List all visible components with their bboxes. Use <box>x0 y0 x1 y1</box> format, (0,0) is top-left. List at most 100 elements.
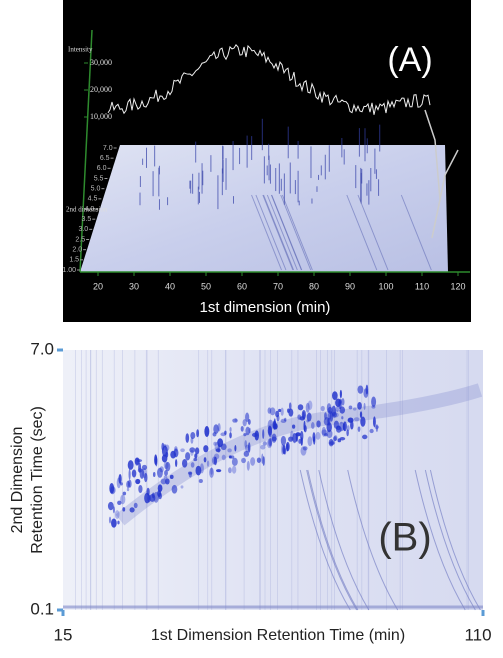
spot <box>280 435 287 446</box>
streak <box>280 194 312 271</box>
spot <box>244 440 247 448</box>
spot <box>332 391 338 401</box>
spot <box>108 516 112 524</box>
panel-b: 0.1 7.0 15 110 1st Dimension Retention Time … <box>9 339 491 644</box>
spot <box>189 447 196 453</box>
spot <box>175 459 178 467</box>
spot <box>126 487 130 492</box>
streak <box>318 469 370 611</box>
spot <box>170 450 177 459</box>
spot <box>174 446 178 452</box>
y-axis-label: 2nd dimension <box>66 206 108 214</box>
spot <box>288 436 294 442</box>
y-tick-label: 7.0 <box>103 145 113 152</box>
spot <box>291 424 296 429</box>
spot <box>229 427 232 432</box>
spot <box>331 405 337 417</box>
spot <box>141 464 148 471</box>
streak <box>262 194 294 271</box>
spot <box>142 467 147 479</box>
spot <box>357 401 362 410</box>
spot <box>247 419 251 425</box>
spot <box>194 453 198 459</box>
x-tick-label: 110 <box>415 281 429 291</box>
spot <box>227 448 232 453</box>
spot <box>328 438 334 447</box>
spot <box>243 450 250 457</box>
spot <box>302 446 308 451</box>
spot <box>131 469 137 478</box>
spot <box>221 454 226 461</box>
spot <box>157 467 163 478</box>
spot <box>359 411 363 419</box>
side-trace <box>424 109 459 239</box>
spot <box>280 418 287 423</box>
spot <box>339 389 342 399</box>
spot <box>353 417 360 422</box>
y-tick-label: 2.0 <box>72 247 82 254</box>
spot <box>315 431 321 440</box>
spot <box>154 454 158 466</box>
intensity-trace <box>107 43 431 115</box>
spot <box>190 431 196 440</box>
spot <box>109 482 115 494</box>
panel-a: 20 30 40 50 60 70 80 90 100 110 120 1.00 1.5 2.0 2.5 3.… <box>62 41 465 316</box>
spot <box>288 408 294 417</box>
spot <box>158 492 163 500</box>
spot <box>337 438 342 443</box>
spot <box>341 398 345 406</box>
streak <box>251 194 282 271</box>
spot <box>114 510 120 519</box>
streak <box>346 194 378 271</box>
y-tick-label: 6.5 <box>100 155 110 162</box>
spot <box>188 471 192 478</box>
spot <box>282 444 286 455</box>
spot <box>204 425 210 437</box>
spot <box>297 404 304 411</box>
spot <box>245 412 250 423</box>
spot <box>268 437 273 447</box>
y-tick-label: 7.0 <box>30 339 54 358</box>
y-tick-label: 1.00 <box>62 267 76 274</box>
spot <box>138 484 143 494</box>
spot <box>262 456 265 466</box>
spot <box>117 500 122 506</box>
y-tick-label: 2.5 <box>75 236 85 243</box>
spot <box>357 426 361 432</box>
spot <box>335 406 339 412</box>
spot <box>118 473 122 484</box>
z-axis <box>79 29 93 273</box>
z-tick-label: 20,000 <box>90 85 112 94</box>
y-axis-label: 2nd Dimension <box>9 427 26 534</box>
spot <box>362 434 368 440</box>
x-axis-label: 1st dimension (min) <box>200 299 331 316</box>
spot <box>165 451 169 458</box>
spot <box>198 478 203 484</box>
streak <box>347 469 399 611</box>
spot <box>190 462 195 468</box>
spot <box>152 471 156 478</box>
spot <box>180 448 185 453</box>
spot <box>295 432 301 437</box>
spot <box>311 422 315 430</box>
spot <box>346 429 349 437</box>
x-tick-label: 50 <box>201 281 211 291</box>
spot <box>320 405 325 412</box>
spot <box>324 433 328 437</box>
spot <box>286 443 289 452</box>
spot <box>116 477 121 489</box>
spot <box>211 456 217 465</box>
spot <box>352 407 357 411</box>
y-tick-label: 4.0 <box>85 206 95 213</box>
spot <box>300 446 307 456</box>
spot <box>335 398 341 407</box>
spot <box>240 425 244 432</box>
spot <box>375 424 378 432</box>
spot <box>269 407 276 416</box>
spot <box>307 400 313 411</box>
y-tick-label: 0.1 <box>30 599 54 618</box>
spot <box>122 507 126 512</box>
spot <box>242 419 247 427</box>
streak <box>357 194 389 271</box>
